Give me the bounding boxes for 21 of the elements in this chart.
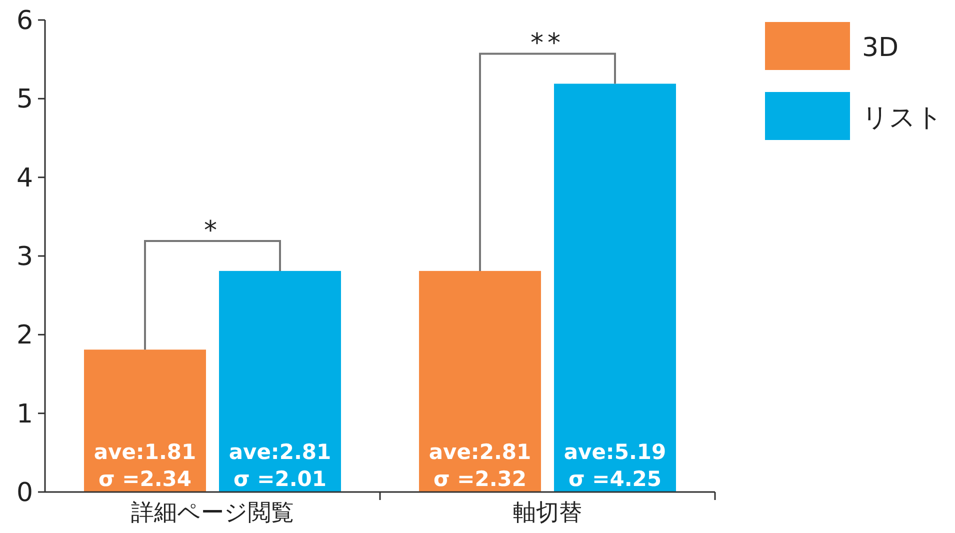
x-tick-label: 詳細ページ閲覧 — [131, 500, 294, 526]
data-label: ave:2.81 σ =2.01 — [228, 440, 332, 491]
annotation: * — [204, 216, 221, 246]
annotation: ** — [530, 28, 564, 59]
x-tick-label: 軸切替 — [513, 500, 582, 526]
bar — [419, 270, 541, 492]
y-tick-label: 1 — [16, 399, 33, 430]
bar — [84, 350, 206, 492]
y-tick-label: 3 — [16, 242, 33, 272]
data-label: ave:5.19 σ =4.25 — [564, 440, 666, 491]
data-label: ave:2.81 σ =2.32 — [428, 440, 532, 491]
y-tick-label: 0 — [16, 478, 33, 508]
bar — [219, 270, 341, 492]
y-tick-label: 5 — [16, 84, 33, 115]
legend-label: 3D — [862, 33, 899, 63]
y-tick-label: 4 — [16, 163, 33, 194]
bar — [554, 84, 676, 492]
legend-label: リスト — [862, 103, 943, 133]
data-label: ave:1.81 σ =2.34 — [94, 440, 196, 491]
y-tick-label: 6 — [16, 6, 33, 36]
y-tick-label: 2 — [16, 320, 33, 351]
